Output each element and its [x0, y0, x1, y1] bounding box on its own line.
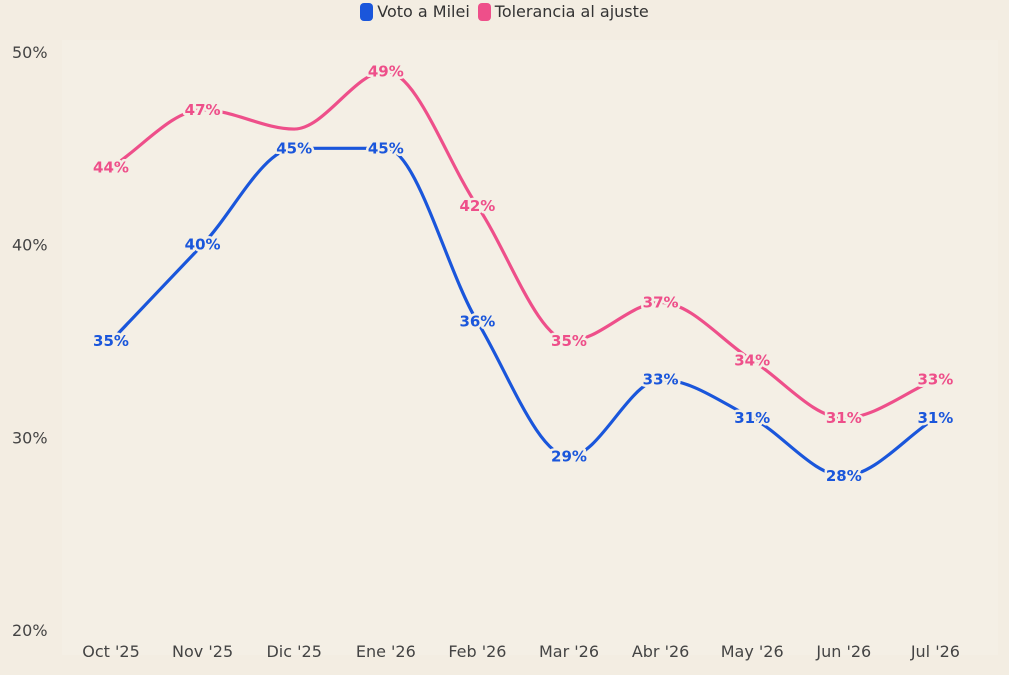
data-label-halo: 49% — [368, 62, 404, 80]
data-label-halo: 45% — [368, 139, 404, 157]
data-label-halo: 31% — [826, 409, 862, 427]
data-label-series-0: 31% — [734, 409, 770, 427]
data-label-halo: 36% — [459, 313, 495, 331]
x-tick-label: Jun '26 — [815, 642, 871, 661]
legend-swatch-voto-milei — [360, 3, 374, 21]
data-label-series-1: 31% — [826, 409, 862, 427]
data-label-series-0: 31% — [917, 409, 953, 427]
data-label-series-1: 44% — [93, 159, 129, 177]
data-label-halo: 33% — [917, 371, 953, 389]
y-tick-label: 30% — [12, 428, 48, 447]
data-label-halo: 40% — [185, 236, 221, 254]
x-tick-label: Ene '26 — [356, 642, 416, 661]
data-label-series-0: 33% — [643, 371, 679, 389]
data-label-series-0: 40% — [185, 236, 221, 254]
data-label-halo: 42% — [459, 197, 495, 215]
legend-label-voto-milei: Voto a Milei — [377, 2, 470, 21]
x-tick-label: Feb '26 — [448, 642, 506, 661]
x-tick-label: Nov '25 — [172, 642, 233, 661]
data-label-series-0: 36% — [459, 313, 495, 331]
data-label-series-0: 28% — [826, 467, 862, 485]
data-label-halo: 31% — [734, 409, 770, 427]
x-tick-label: Dic '25 — [266, 642, 321, 661]
data-label-series-0: 45% — [276, 139, 312, 157]
data-label-halo: 44% — [93, 159, 129, 177]
data-label-series-0: 45% — [368, 139, 404, 157]
data-label-halo: 28% — [826, 467, 862, 485]
legend: Voto a Milei Tolerancia al ajuste — [0, 1, 1009, 23]
series-line-0 — [109, 146, 937, 478]
series-line-1 — [109, 69, 937, 420]
x-tick-label: Abr '26 — [632, 642, 690, 661]
data-label-halo: 31% — [917, 409, 953, 427]
data-label-series-1: 35% — [551, 332, 587, 350]
data-label-halo: 33% — [643, 371, 679, 389]
data-label-series-0: 35% — [93, 332, 129, 350]
data-label-series-1: 42% — [459, 197, 495, 215]
legend-item-voto-milei[interactable]: Voto a Milei — [360, 1, 470, 23]
y-tick-label: 20% — [12, 621, 48, 640]
data-label-halo: 35% — [551, 332, 587, 350]
data-label-series-1: 33% — [917, 371, 953, 389]
x-tick-label: Jul '26 — [910, 642, 960, 661]
data-label-series-1: 49% — [368, 62, 404, 80]
legend-item-tolerancia[interactable]: Tolerancia al ajuste — [477, 1, 649, 23]
x-tick-label: Oct '25 — [82, 642, 140, 661]
data-label-series-1: 47% — [185, 101, 221, 119]
y-tick-label: 50% — [12, 43, 48, 62]
x-tick-label: May '26 — [721, 642, 784, 661]
x-tick-label: Mar '26 — [539, 642, 599, 661]
legend-label-tolerancia: Tolerancia al ajuste — [494, 2, 649, 21]
data-label-halo: 35% — [93, 332, 129, 350]
data-label-halo: 45% — [276, 139, 312, 157]
data-label-halo: 29% — [551, 448, 587, 466]
data-label-series-1: 34% — [734, 351, 770, 369]
plot-background — [62, 40, 998, 655]
legend-swatch-tolerancia — [477, 3, 491, 21]
data-label-halo: 34% — [734, 351, 770, 369]
data-label-series-0: 29% — [551, 448, 587, 466]
data-label-halo: 47% — [185, 101, 221, 119]
y-tick-label: 40% — [12, 236, 48, 255]
data-label-series-1: 37% — [643, 293, 679, 311]
data-label-halo: 37% — [643, 293, 679, 311]
